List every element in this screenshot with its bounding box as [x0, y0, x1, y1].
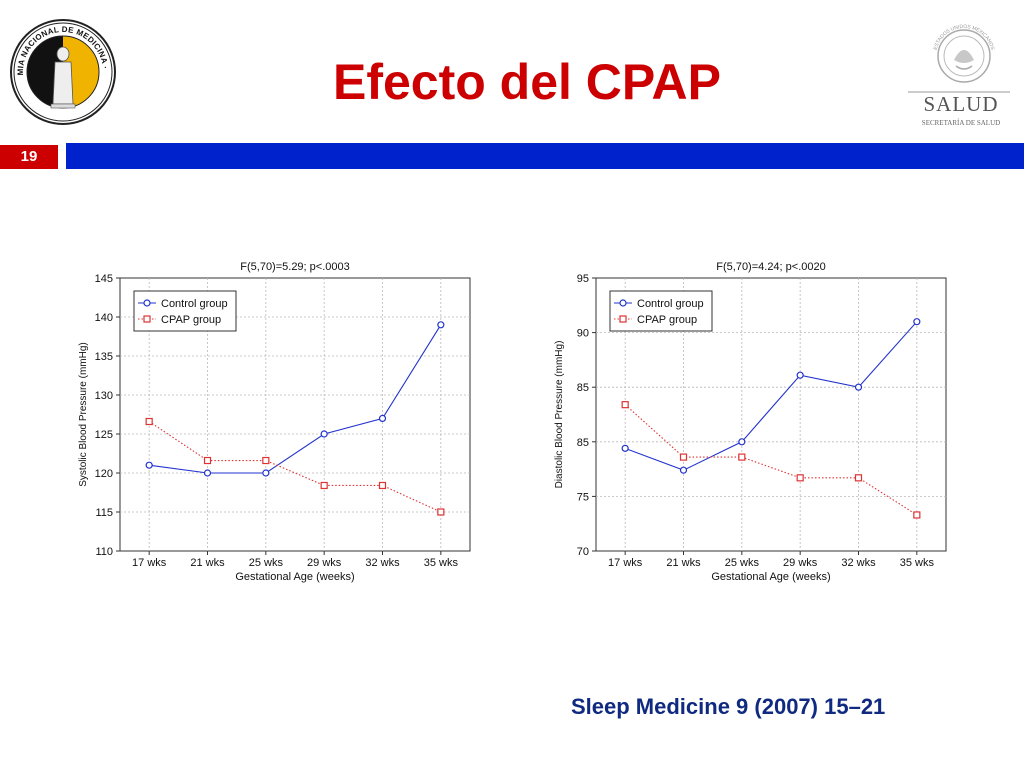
- systolic-chart: F(5,70)=5.29; p<.0003 110 115 120 125 130 135 1…: [72, 254, 482, 590]
- legend-label: Control group: [637, 298, 704, 310]
- control-point: [262, 469, 270, 477]
- x-tick-label: 21 wks: [666, 557, 701, 569]
- salud-name: SALUD: [923, 92, 998, 116]
- legend-label: Control group: [161, 298, 228, 310]
- x-tick-label: 25 wks: [725, 557, 760, 569]
- y-tick-label: 70: [577, 546, 589, 558]
- cpap-point: [796, 474, 804, 482]
- y-tick-label: 110: [95, 546, 113, 558]
- chart-title: F(5,70)=5.29; p<.0003: [240, 261, 349, 273]
- y-axis-label: Diastolic Blood Pressure (mmHg): [554, 341, 565, 489]
- salud-subtitle: SECRETARÍA DE SALUD: [922, 119, 1000, 127]
- diastolic-chart-svg: F(5,70)=4.24; p<.0020 70 75 85 85 90 95 17 wks 2…: [554, 261, 947, 583]
- y-tick-label: 135: [95, 351, 113, 363]
- legend-box: [609, 290, 713, 332]
- control-point: [679, 466, 688, 474]
- control-point: [796, 371, 804, 379]
- page-title: Efecto del CPAP: [332, 54, 722, 110]
- y-tick-label: 90: [577, 328, 589, 340]
- control-point: [913, 318, 921, 326]
- legend-box: [133, 290, 237, 332]
- control-point: [854, 383, 863, 391]
- cpap-point: [854, 474, 863, 482]
- cpap-point: [320, 481, 328, 490]
- x-axis-label: Gestational Age (weeks): [235, 571, 354, 583]
- salud-emblem-icon: ESTADOS UNIDOS MEXICANOS SALUD SECRETARÍ…: [908, 24, 1010, 127]
- y-tick-label: 125: [95, 429, 113, 441]
- y-tick-label: 115: [95, 507, 113, 519]
- cpap-point: [378, 481, 387, 490]
- legend-label: CPAP group: [161, 314, 221, 326]
- control-point: [378, 414, 387, 422]
- control-point: [621, 444, 629, 452]
- x-tick-label: 32 wks: [841, 557, 876, 569]
- x-tick-label: 17 wks: [132, 557, 167, 569]
- y-tick-label: 145: [95, 273, 113, 285]
- svg-text:ESTADOS UNIDOS MEXICANOS: ESTADOS UNIDOS MEXICANOS: [933, 24, 996, 51]
- x-tick-label: 17 wks: [608, 557, 643, 569]
- y-tick-label: 120: [95, 468, 113, 480]
- cpap-point: [437, 508, 445, 516]
- control-point: [437, 321, 445, 329]
- x-tick-label: 35 wks: [424, 557, 459, 569]
- cpap-point: [145, 417, 153, 426]
- y-tick-label: 140: [95, 312, 113, 324]
- control-point: [145, 461, 153, 469]
- series-line-control: [624, 321, 918, 471]
- y-tick-label: 130: [95, 390, 113, 402]
- x-tick-label: 32 wks: [365, 557, 400, 569]
- legend-marker: [619, 315, 627, 323]
- citation: Sleep Medicine 9 (2007) 15–21: [571, 694, 886, 719]
- academia-seal-icon: ACADEMIA NACIONAL DE MEDICINA · MEXICO: [6, 7, 116, 125]
- cpap-point: [913, 511, 921, 519]
- legend-marker: [143, 315, 151, 323]
- slide-number: 19: [0, 145, 58, 169]
- cpap-point: [738, 453, 746, 461]
- cpap-point: [203, 456, 212, 465]
- y-tick-label: 95: [577, 273, 589, 285]
- x-tick-label: 35 wks: [900, 557, 935, 569]
- systolic-chart-svg: F(5,70)=5.29; p<.0003 110 115 120 125 130 135 1…: [78, 261, 471, 583]
- cpap-point: [679, 453, 688, 461]
- control-point: [738, 438, 746, 446]
- x-tick-label: 29 wks: [783, 557, 818, 569]
- y-axis-label: Systolic Blood Pressure (mmHg): [78, 342, 89, 486]
- y-tick-label: 85: [577, 382, 589, 394]
- legend-label: CPAP group: [637, 314, 697, 326]
- salud-emblem-text: ESTADOS UNIDOS MEXICANOS: [933, 24, 996, 51]
- y-tick-label: 75: [577, 491, 589, 503]
- cpap-point: [262, 456, 270, 465]
- series-line-control: [149, 324, 442, 474]
- control-point: [203, 469, 212, 477]
- cpap-point: [621, 401, 629, 409]
- legend-marker: [143, 299, 151, 307]
- academia-logo: ACADEMIA NACIONAL DE MEDICINA · MEXICO: [6, 7, 117, 128]
- salud-logo: ESTADOS UNIDOS MEXICANOS SALUD SECRETARÍ…: [906, 16, 1014, 128]
- y-tick-label: 85: [577, 437, 589, 449]
- control-point: [320, 430, 328, 438]
- diastolic-chart: F(5,70)=4.24; p<.0020 70 75 85 85 90 95 17 wks 2…: [548, 254, 958, 590]
- x-tick-label: 29 wks: [307, 557, 342, 569]
- x-tick-label: 25 wks: [249, 557, 284, 569]
- chart-title: F(5,70)=4.24; p<.0020: [716, 261, 825, 273]
- x-axis-label: Gestational Age (weeks): [711, 571, 830, 583]
- x-tick-label: 21 wks: [190, 557, 225, 569]
- legend-marker: [619, 299, 627, 307]
- header-bar: [66, 143, 1024, 169]
